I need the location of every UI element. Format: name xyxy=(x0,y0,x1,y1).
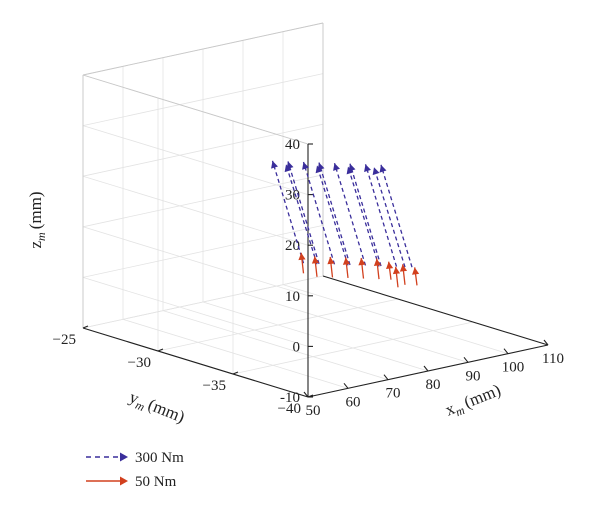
grid-line xyxy=(162,310,389,381)
arrowhead-icon xyxy=(346,166,354,175)
grid-line xyxy=(282,284,509,355)
x-tick-label: 100 xyxy=(502,360,525,376)
y-axis-line xyxy=(82,327,309,398)
series-0 xyxy=(271,160,413,268)
arrowhead-icon xyxy=(386,261,394,270)
grid-layer xyxy=(82,22,549,398)
y-tick xyxy=(157,348,164,352)
grid-line xyxy=(122,318,349,389)
tick-labels: -10 0 10 20 30 40 −25 −30 −35 −40 50 60 70 80 90 100 110 xyxy=(53,137,564,419)
z-tick-label: 30 xyxy=(285,188,300,204)
vector-shaft xyxy=(380,164,413,268)
vector-shaft xyxy=(373,167,406,268)
x-tick-label: 80 xyxy=(426,377,441,393)
arrowhead-icon xyxy=(342,257,351,265)
x-tick-label: 60 xyxy=(346,394,361,410)
x-tick xyxy=(543,339,549,346)
floor-right-edge xyxy=(322,275,549,346)
z-tick-label: -10 xyxy=(280,390,300,406)
x-axis-label: xm(mm) xyxy=(443,380,505,422)
grid-line xyxy=(82,226,309,297)
y-tick xyxy=(232,371,239,375)
x-tick xyxy=(463,356,469,363)
arrowhead-icon xyxy=(302,162,309,170)
legend-item-300nm: 300 Nm xyxy=(86,450,184,466)
vector-shaft xyxy=(349,163,382,267)
vector-shaft xyxy=(333,162,367,266)
arrowhead-icon xyxy=(327,256,335,265)
vector-shaft xyxy=(318,162,351,266)
vector-shaft xyxy=(287,161,320,264)
legend-arrowhead-icon xyxy=(120,476,128,486)
y-tick-label: −30 xyxy=(128,355,151,371)
vector-shaft xyxy=(347,166,380,267)
axes-box xyxy=(82,22,549,398)
legend-label-50nm: 50 Nm xyxy=(135,474,177,490)
arrowhead-icon xyxy=(372,167,380,176)
arrowhead-icon xyxy=(298,252,306,261)
z-axis-label: zm(mm) xyxy=(26,192,48,249)
x-tick xyxy=(503,348,509,355)
vector-shaft xyxy=(316,165,349,266)
grid-line xyxy=(82,277,309,347)
y-tick xyxy=(307,394,314,398)
grid-line xyxy=(242,292,469,363)
x-tick-label: 70 xyxy=(386,386,401,402)
arrowhead-icon xyxy=(379,164,387,173)
x-tick-label: 90 xyxy=(466,368,481,384)
legend: 300 Nm 50 Nm xyxy=(86,450,184,490)
vector-shaft xyxy=(271,160,305,264)
arrowhead-icon xyxy=(364,164,371,173)
arrowhead-icon xyxy=(315,165,323,174)
series-1 xyxy=(298,252,420,288)
x-tick-label: 110 xyxy=(542,351,564,367)
vector-shaft xyxy=(364,164,398,267)
grid-line xyxy=(82,125,309,195)
x-tick xyxy=(423,365,429,372)
arrowhead-icon xyxy=(358,258,366,266)
arrowhead-icon xyxy=(399,264,408,272)
arrowhead-icon xyxy=(392,266,401,275)
x-tick-label: 50 xyxy=(306,403,321,419)
grid-line xyxy=(82,175,309,246)
grid-line xyxy=(202,301,429,372)
y-tick xyxy=(82,325,89,329)
x-tick xyxy=(303,391,309,398)
y-tick-label: −40 xyxy=(278,401,301,417)
y-axis-label: ym(mm) xyxy=(126,387,188,429)
z-tick-label: 20 xyxy=(285,238,300,254)
x-tick xyxy=(343,382,349,389)
y-tick-label: −35 xyxy=(203,378,226,394)
arrowhead-icon xyxy=(333,163,340,171)
vector-series xyxy=(271,160,420,288)
legend-label-300nm: 300 Nm xyxy=(135,450,184,466)
z-tick-label: 40 xyxy=(285,137,300,153)
box-edge xyxy=(82,22,324,76)
z-tick-label: 0 xyxy=(293,339,301,355)
z-tick-label: 10 xyxy=(285,289,300,305)
arrowhead-icon xyxy=(373,258,382,266)
box-edge xyxy=(82,74,309,145)
arrowhead-icon xyxy=(412,267,420,275)
arrowhead-icon xyxy=(311,256,320,264)
legend-item-50nm: 50 Nm xyxy=(86,474,177,490)
x-tick xyxy=(383,374,389,381)
y-tick-label: −25 xyxy=(53,332,76,348)
legend-arrowhead-icon xyxy=(120,452,128,462)
vector-shaft xyxy=(302,161,336,265)
arrowhead-icon xyxy=(271,160,278,169)
vector-shaft xyxy=(285,164,318,265)
arrowhead-icon xyxy=(284,164,292,173)
